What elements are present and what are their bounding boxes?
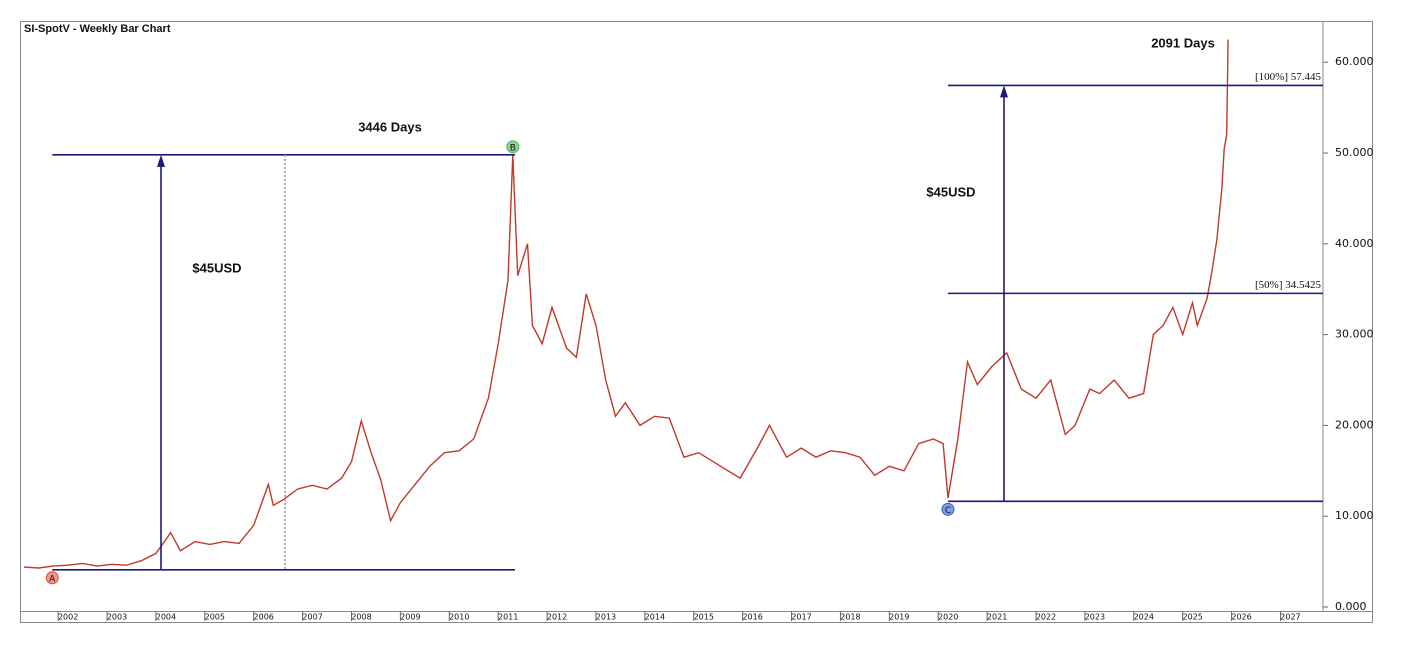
annotation: 3446 Days (358, 119, 422, 134)
chart-title: SI-SpotV - Weekly Bar Chart (24, 23, 171, 35)
x-tick-label: 2002 (58, 613, 78, 622)
arrow-head (1000, 85, 1008, 98)
x-tick-label: 2008 (351, 613, 371, 622)
x-tick-label: 2018 (840, 613, 860, 622)
x-tick-label: 2009 (400, 613, 420, 622)
x-tick-label: 2027 (1280, 613, 1300, 622)
arrow-head (157, 154, 165, 167)
x-tick-label: 2010 (449, 613, 469, 622)
x-tick-label: 2013 (596, 613, 616, 622)
x-tick-label: 2014 (645, 613, 665, 622)
y-tick-label: 50.000 (1335, 146, 1374, 159)
x-tick-label: 2026 (1231, 613, 1251, 622)
pivot-marker (45, 571, 59, 585)
pivot-marker (506, 140, 520, 154)
level-label: [50%] 34.5425 (1255, 279, 1321, 291)
frame (20, 21, 1373, 623)
x-tick-label: 2024 (1134, 613, 1154, 622)
x-tick-label: 2003 (107, 613, 127, 622)
x-tick-label: 2004 (156, 613, 176, 622)
x-tick-label: 2007 (302, 613, 322, 622)
x-tick-label: 2015 (694, 613, 714, 622)
price-line (23, 39, 1229, 569)
x-tick-label: 2006 (254, 613, 274, 622)
x-tick-label: 2012 (547, 613, 567, 622)
x-tick-label: 2021 (987, 613, 1007, 622)
x-tick-label: 2005 (205, 613, 225, 622)
y-tick-label: 40.000 (1335, 237, 1374, 250)
y-tick-label: 10.000 (1335, 509, 1374, 522)
x-tick-label: 2011 (498, 613, 518, 622)
x-tick-label: 2020 (938, 613, 958, 622)
level-label: [100%] 57.445 (1255, 71, 1321, 83)
pivot-label: B (510, 143, 516, 153)
x-tick-label: 2023 (1085, 613, 1105, 622)
x-tick-label: 2025 (1182, 613, 1202, 622)
x-tick-label: 2019 (889, 613, 909, 622)
y-tick-label: 0.000 (1335, 600, 1367, 613)
x-tick-label: 2017 (791, 613, 811, 622)
x-tick-label: 2022 (1036, 613, 1056, 622)
y-tick-label: 20.000 (1335, 418, 1374, 431)
y-tick-label: 60.000 (1335, 55, 1374, 68)
pivot-label: A (49, 574, 56, 584)
pivot-marker (941, 502, 955, 516)
y-tick-label: 30.000 (1335, 328, 1374, 341)
x-tick-label: 2016 (742, 613, 762, 622)
annotation: 2091 Days (1151, 35, 1215, 50)
annotation: $45USD (926, 184, 975, 199)
annotation: $45USD (192, 260, 241, 275)
pivot-label: C (945, 506, 951, 516)
